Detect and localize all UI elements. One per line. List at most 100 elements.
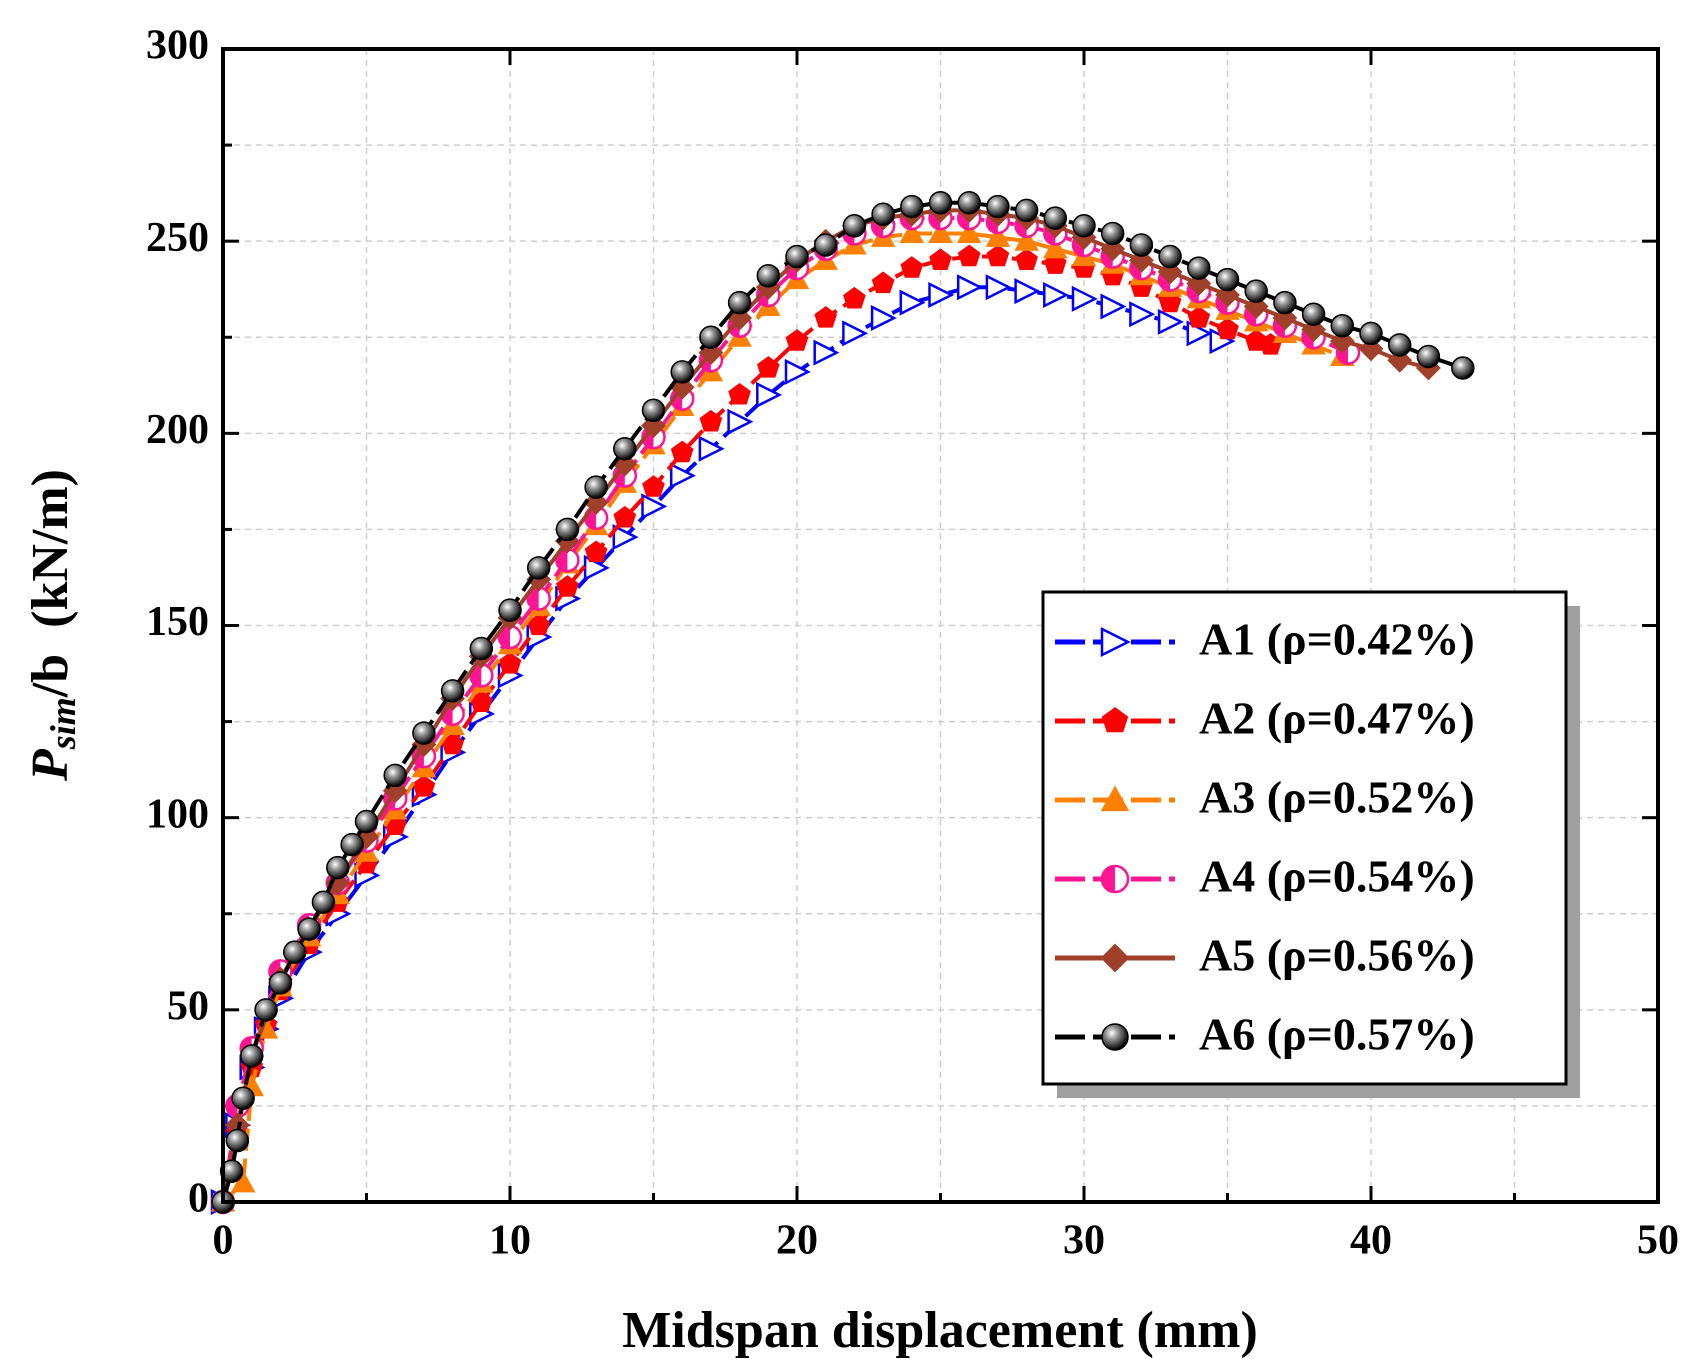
y-tick-label: 150 (146, 599, 209, 645)
y-tick-label: 50 (167, 983, 209, 1029)
marker (612, 524, 639, 551)
marker (928, 281, 955, 308)
marker (1451, 356, 1475, 380)
legend-marker-fill (1102, 866, 1115, 892)
marker (985, 224, 1011, 247)
x-tick-label: 10 (489, 1218, 531, 1264)
legend-label: A3 (ρ=0.52%) (1199, 772, 1475, 823)
marker (813, 339, 840, 366)
marker (870, 305, 897, 332)
marker (613, 436, 637, 461)
y-tick-label: 100 (146, 791, 209, 837)
marker (231, 1086, 255, 1110)
marker (469, 636, 494, 661)
marker (756, 356, 780, 378)
marker (1359, 321, 1383, 346)
marker (899, 220, 925, 244)
marker (785, 329, 809, 351)
marker (1100, 293, 1127, 320)
marker (1301, 302, 1326, 326)
y-axis-label: Psim/b (kN/m) (22, 469, 83, 782)
marker (957, 244, 981, 267)
marker (412, 721, 436, 745)
marker (986, 244, 1010, 267)
marker (1100, 221, 1125, 246)
marker (283, 940, 307, 964)
x-axis-label: Midspan displacement (mm) (622, 1302, 1258, 1359)
marker (1187, 306, 1211, 328)
y-tick-label: 0 (188, 1176, 209, 1222)
marker (900, 256, 924, 278)
legend-label: A4 (ρ=0.54%) (1199, 851, 1475, 902)
marker (871, 202, 895, 227)
marker (929, 248, 952, 271)
legend-marker (1101, 707, 1129, 733)
marker (1244, 279, 1268, 303)
marker (326, 855, 350, 880)
marker (1015, 248, 1038, 271)
y-tick-label: 200 (146, 407, 209, 453)
marker (727, 408, 754, 435)
y-tick-label: 250 (146, 215, 209, 261)
marker (498, 598, 522, 622)
legend-label: A2 (ρ=0.47%) (1199, 693, 1475, 744)
marker (1129, 233, 1154, 257)
legend: A1 (ρ=0.42%) A2 (ρ=0.47%) A3 (ρ=0.52%) A4 (… (1041, 590, 1580, 1098)
marker (440, 679, 465, 703)
marker (843, 286, 866, 309)
marker (225, 1128, 250, 1153)
marker (699, 409, 723, 432)
marker (1186, 320, 1213, 347)
marker (641, 398, 666, 423)
marker (219, 1159, 244, 1184)
marker (1416, 344, 1441, 369)
marker (1157, 308, 1184, 335)
marker (986, 194, 1010, 219)
marker (957, 190, 981, 215)
marker (383, 763, 407, 788)
marker (1043, 281, 1070, 308)
legend-marker (1100, 785, 1130, 812)
marker (230, 1170, 256, 1193)
y-label-sub: sim (43, 697, 83, 750)
marker (698, 435, 725, 462)
marker (1014, 198, 1039, 223)
marker (899, 289, 926, 316)
legend-box (1041, 590, 1568, 1086)
x-tick-label: 30 (1063, 1218, 1105, 1264)
marker (699, 325, 723, 349)
marker (928, 190, 953, 215)
marker (354, 809, 379, 834)
series (211, 190, 1475, 1214)
marker (412, 774, 436, 797)
marker (556, 575, 579, 597)
plot-frame (221, 47, 1660, 1204)
legend-label: A6 (ρ=0.57%) (1199, 1009, 1475, 1060)
x-tick-label: 50 (1637, 1218, 1679, 1264)
x-tick-label: 40 (1350, 1218, 1392, 1264)
marker (1387, 333, 1412, 357)
marker (641, 493, 668, 520)
marker (311, 890, 336, 914)
marker (642, 475, 665, 497)
marker (900, 194, 924, 219)
marker (871, 271, 895, 294)
marker (669, 462, 696, 489)
marker (1330, 313, 1355, 338)
marker (814, 306, 838, 328)
marker (784, 358, 811, 385)
marker (1014, 228, 1039, 251)
marker (813, 233, 838, 257)
marker (584, 475, 608, 499)
legend-label: A1 (ρ=0.42%) (1199, 614, 1475, 665)
marker (985, 274, 1012, 301)
marker (756, 381, 783, 408)
legend-label: A5 (ρ=0.56%) (1199, 930, 1475, 981)
marker (1014, 278, 1041, 305)
legend-marker (1100, 943, 1130, 973)
marker (1072, 214, 1096, 238)
marker (1158, 244, 1182, 269)
series-line (221, 254, 1272, 1203)
marker (1043, 206, 1068, 230)
marker (785, 244, 809, 269)
